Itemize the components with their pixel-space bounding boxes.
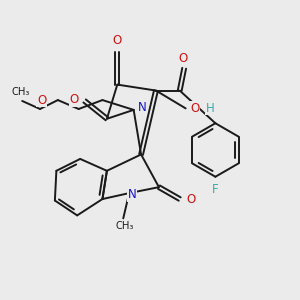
Text: CH₃: CH₃ <box>11 87 30 97</box>
Text: N: N <box>138 101 146 114</box>
Text: O: O <box>113 34 122 47</box>
Text: O: O <box>186 193 196 206</box>
Text: F: F <box>212 183 219 196</box>
Text: H: H <box>206 102 215 115</box>
Text: O: O <box>178 52 187 65</box>
Text: CH₃: CH₃ <box>116 221 134 231</box>
Text: O: O <box>190 102 200 115</box>
Text: N: N <box>128 188 136 201</box>
Text: O: O <box>70 93 79 106</box>
Text: O: O <box>37 94 46 106</box>
